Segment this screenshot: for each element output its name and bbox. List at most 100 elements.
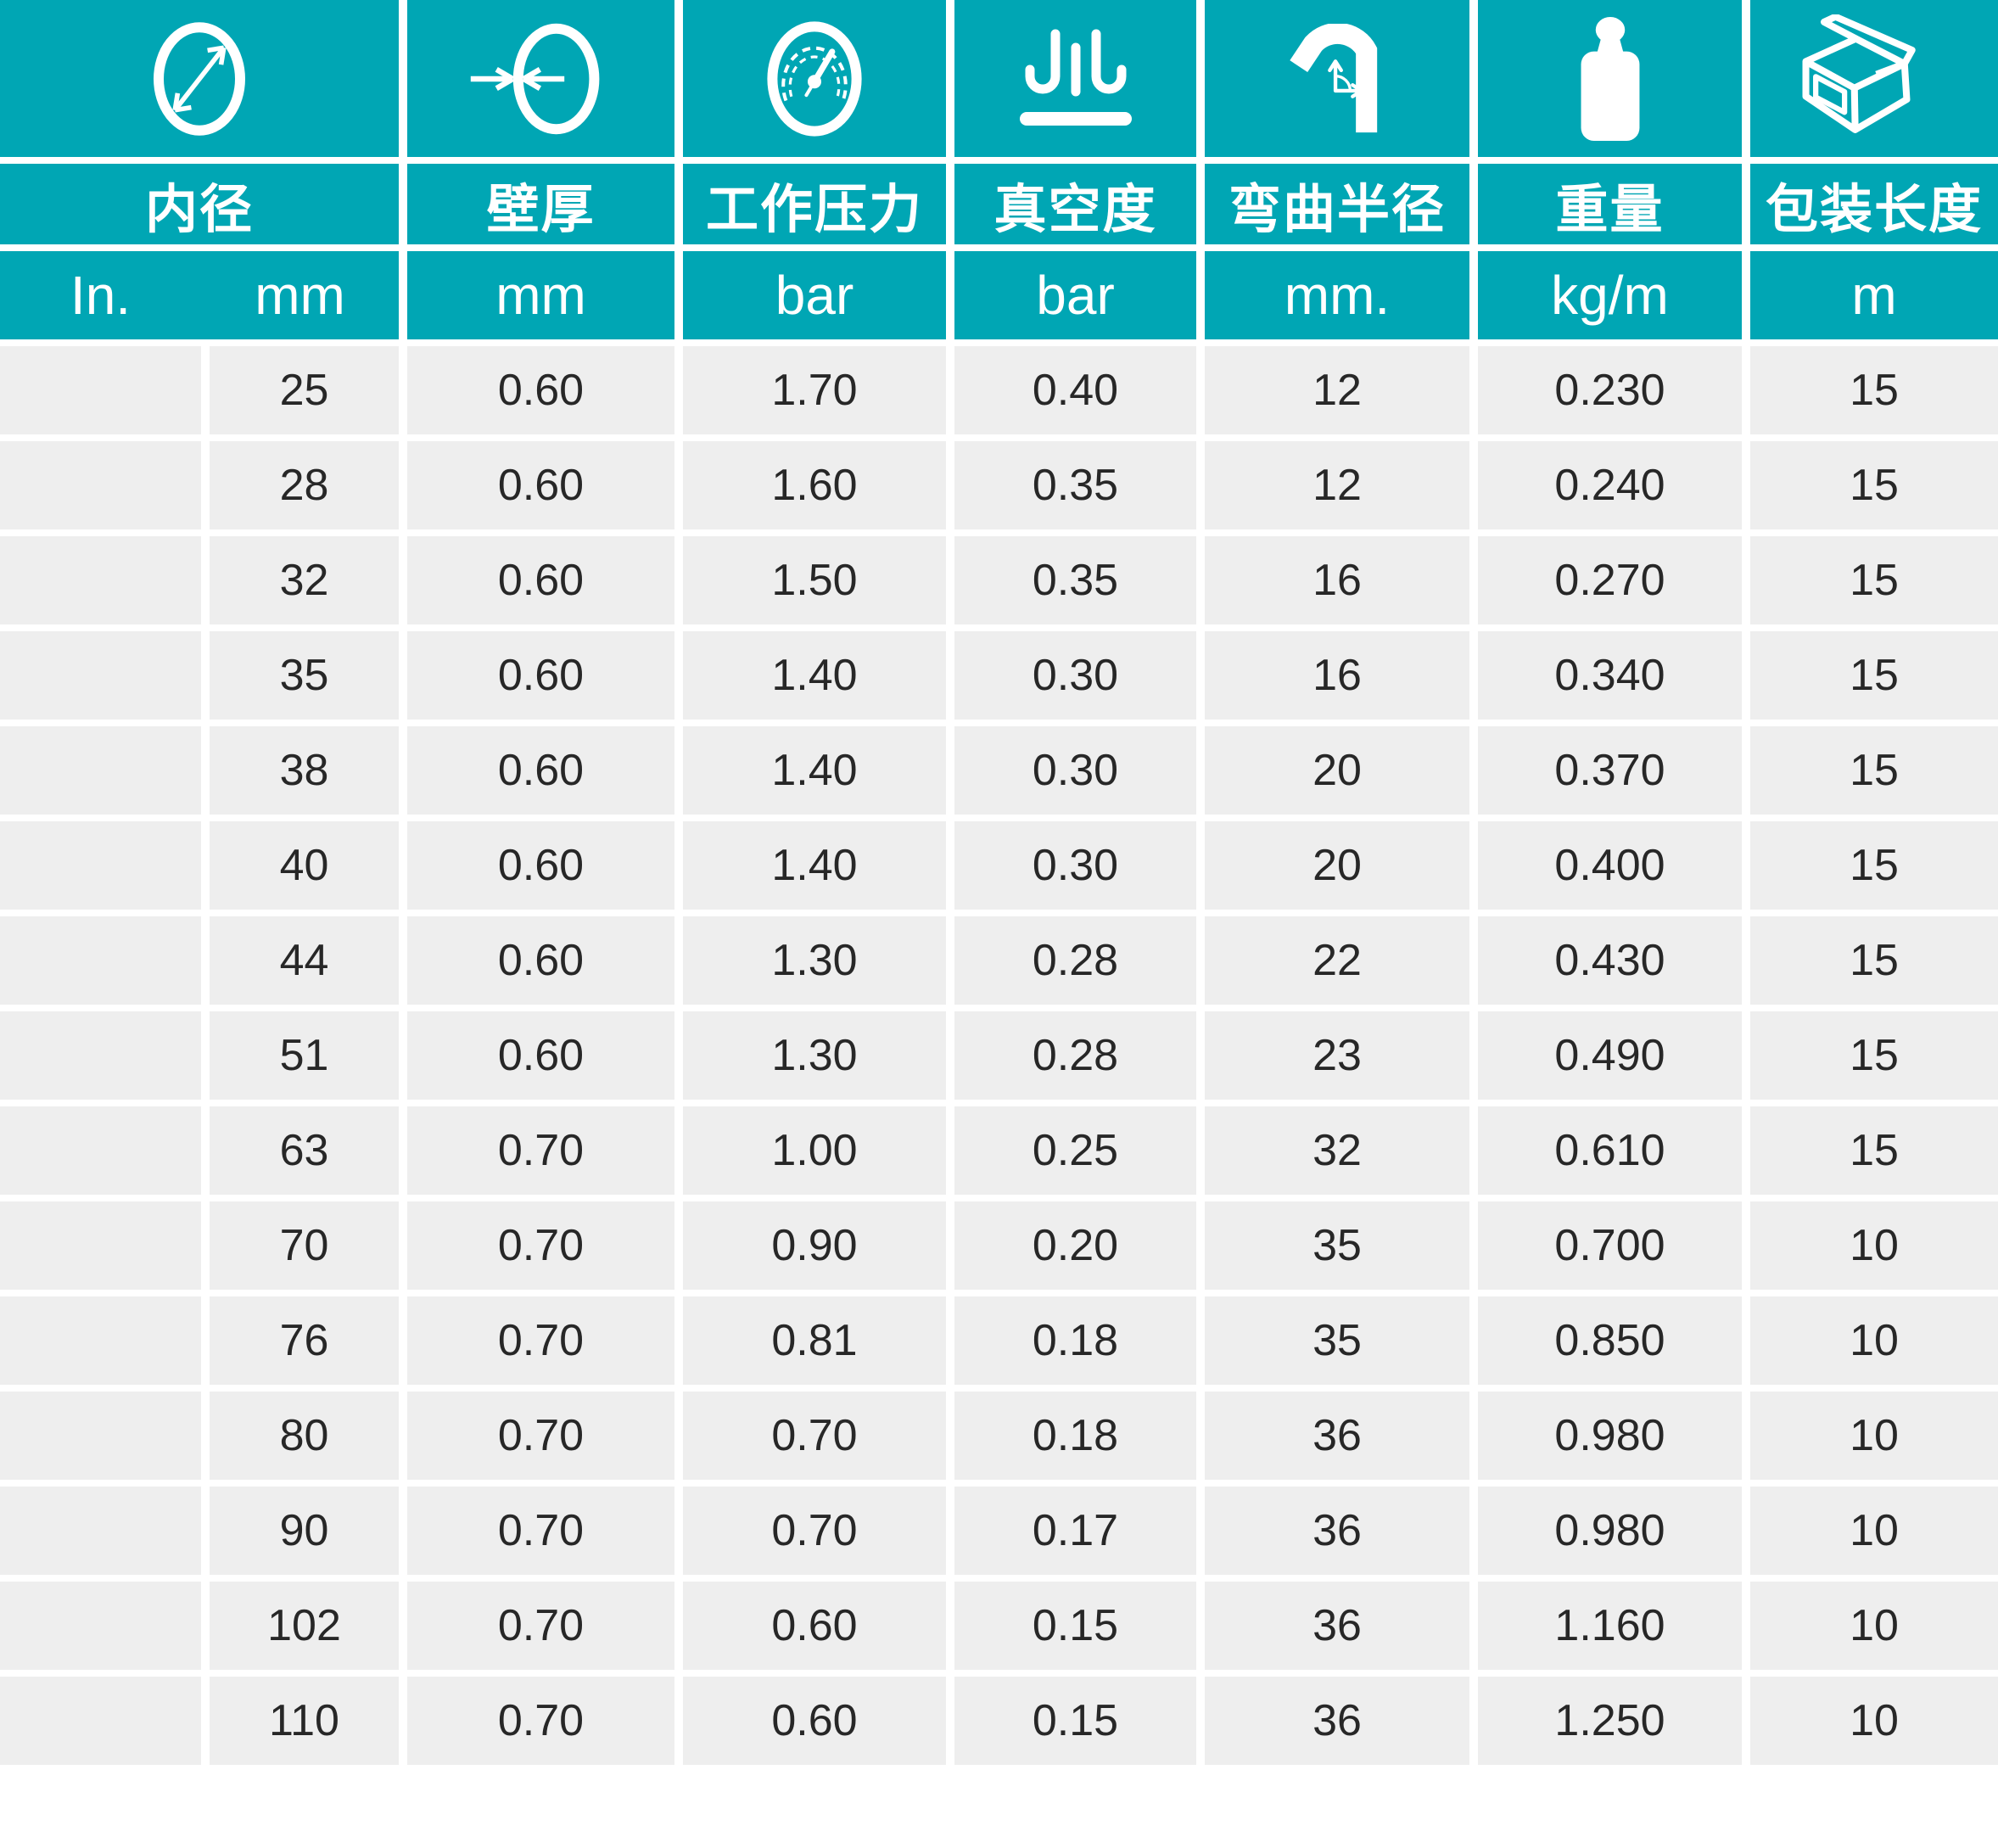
header-label-packing-length: 包装长度 xyxy=(1750,164,1998,244)
cell-vacuum: 0.18 xyxy=(954,1296,1196,1385)
cell-vacuum: 0.30 xyxy=(954,821,1196,910)
header-unit-working-pressure: bar xyxy=(683,251,946,339)
cell-weight: 0.490 xyxy=(1478,1011,1742,1100)
cell-working-pressure: 1.50 xyxy=(683,536,946,624)
cell-working-pressure: 1.40 xyxy=(683,631,946,720)
row-10-inner-diameter: 70 xyxy=(0,1201,399,1290)
cell-packing-length: 15 xyxy=(1750,821,1998,910)
cell-wall-thickness: 0.70 xyxy=(407,1201,674,1290)
cell-inner-diameter-mm: 38 xyxy=(210,726,399,815)
cell-packing-length: 15 xyxy=(1750,1011,1998,1100)
cell-weight: 0.270 xyxy=(1478,536,1742,624)
header-label-inner-diameter: 内径 xyxy=(0,164,399,244)
cell-wall-thickness: 0.60 xyxy=(407,536,674,624)
cell-inner-diameter-in xyxy=(0,1201,201,1290)
cell-inner-diameter-in xyxy=(0,1677,201,1765)
cell-inner-diameter-in xyxy=(0,1106,201,1195)
cell-inner-diameter-mm: 25 xyxy=(210,346,399,434)
cell-bend-radius: 36 xyxy=(1205,1392,1469,1480)
cell-inner-diameter-mm: 35 xyxy=(210,631,399,720)
cell-wall-thickness: 0.70 xyxy=(407,1677,674,1765)
header-icon-cell-packing-length xyxy=(1750,0,1998,157)
cell-inner-diameter-in xyxy=(0,1582,201,1670)
row-7-inner-diameter: 44 xyxy=(0,916,399,1005)
cell-packing-length: 10 xyxy=(1750,1392,1998,1480)
cell-working-pressure: 0.60 xyxy=(683,1582,946,1670)
diameter-icon xyxy=(132,11,267,147)
header-label-wall-thickness: 壁厚 xyxy=(407,164,674,244)
header-unit-wall-thickness: mm xyxy=(407,251,674,339)
cell-bend-radius: 36 xyxy=(1205,1487,1469,1575)
cell-packing-length: 15 xyxy=(1750,346,1998,434)
header-icon-cell-inner-diameter xyxy=(0,0,399,157)
cell-working-pressure: 1.00 xyxy=(683,1106,946,1195)
row-1-inner-diameter: 25 xyxy=(0,346,399,434)
cell-bend-radius: 35 xyxy=(1205,1296,1469,1385)
header-icon-cell-bend-radius xyxy=(1205,0,1469,157)
cell-inner-diameter-mm: 110 xyxy=(210,1677,399,1765)
cell-bend-radius: 12 xyxy=(1205,346,1469,434)
cell-inner-diameter-in xyxy=(0,536,201,624)
header-icon-cell-vacuum xyxy=(954,0,1196,157)
cell-packing-length: 10 xyxy=(1750,1582,1998,1670)
cell-working-pressure: 0.81 xyxy=(683,1296,946,1385)
spec-table: 内径 壁厚 工作压力 真空度 弯曲半径 重量 包装长度 In. mm mm ba… xyxy=(0,0,1998,1765)
cell-vacuum: 0.20 xyxy=(954,1201,1196,1290)
cell-packing-length: 15 xyxy=(1750,916,1998,1005)
header-label-bend-radius: 弯曲半径 xyxy=(1205,164,1469,244)
cell-packing-length: 15 xyxy=(1750,441,1998,529)
cell-working-pressure: 1.30 xyxy=(683,1011,946,1100)
cell-inner-diameter-in xyxy=(0,441,201,529)
cell-weight: 0.700 xyxy=(1478,1201,1742,1290)
row-6-inner-diameter: 40 xyxy=(0,821,399,910)
cell-bend-radius: 12 xyxy=(1205,441,1469,529)
cell-packing-length: 10 xyxy=(1750,1677,1998,1765)
header-label-vacuum: 真空度 xyxy=(954,164,1196,244)
cell-weight: 0.230 xyxy=(1478,346,1742,434)
cell-working-pressure: 0.70 xyxy=(683,1487,946,1575)
cell-weight: 0.850 xyxy=(1478,1296,1742,1385)
cell-vacuum: 0.15 xyxy=(954,1677,1196,1765)
cell-vacuum: 0.30 xyxy=(954,726,1196,815)
cell-bend-radius: 36 xyxy=(1205,1677,1469,1765)
weight-icon xyxy=(1571,15,1649,143)
cell-packing-length: 15 xyxy=(1750,726,1998,815)
cell-inner-diameter-in xyxy=(0,631,201,720)
cell-inner-diameter-in xyxy=(0,726,201,815)
unit-inch: In. xyxy=(70,265,132,326)
row-15-inner-diameter: 110 xyxy=(0,1677,399,1765)
row-14-inner-diameter: 102 xyxy=(0,1582,399,1670)
wall-thickness-icon xyxy=(469,11,613,147)
header-unit-bend-radius: mm. xyxy=(1205,251,1469,339)
cell-packing-length: 10 xyxy=(1750,1487,1998,1575)
row-8-inner-diameter: 51 xyxy=(0,1011,399,1100)
cell-inner-diameter-in xyxy=(0,1296,201,1385)
cell-vacuum: 0.18 xyxy=(954,1392,1196,1480)
cell-vacuum: 0.30 xyxy=(954,631,1196,720)
cell-weight: 0.400 xyxy=(1478,821,1742,910)
cell-weight: 0.610 xyxy=(1478,1106,1742,1195)
cell-inner-diameter-mm: 44 xyxy=(210,916,399,1005)
cell-inner-diameter-mm: 51 xyxy=(210,1011,399,1100)
row-13-inner-diameter: 90 xyxy=(0,1487,399,1575)
cell-packing-length: 10 xyxy=(1750,1201,1998,1290)
cell-working-pressure: 0.70 xyxy=(683,1392,946,1480)
row-11-inner-diameter: 76 xyxy=(0,1296,399,1385)
cell-inner-diameter-in xyxy=(0,916,201,1005)
cell-vacuum: 0.28 xyxy=(954,1011,1196,1100)
cell-weight: 1.250 xyxy=(1478,1677,1742,1765)
row-12-inner-diameter: 80 xyxy=(0,1392,399,1480)
cell-inner-diameter-mm: 32 xyxy=(210,536,399,624)
cell-inner-diameter-in xyxy=(0,1392,201,1480)
cell-inner-diameter-mm: 80 xyxy=(210,1392,399,1480)
cell-weight: 0.980 xyxy=(1478,1487,1742,1575)
header-unit-packing-length: m xyxy=(1750,251,1998,339)
cell-working-pressure: 0.90 xyxy=(683,1201,946,1290)
cell-bend-radius: 36 xyxy=(1205,1582,1469,1670)
cell-working-pressure: 1.30 xyxy=(683,916,946,1005)
cell-wall-thickness: 0.60 xyxy=(407,1011,674,1100)
cell-packing-length: 10 xyxy=(1750,1296,1998,1385)
cell-wall-thickness: 0.70 xyxy=(407,1392,674,1480)
row-2-inner-diameter: 28 xyxy=(0,441,399,529)
header-icon-cell-wall-thickness xyxy=(407,0,674,157)
